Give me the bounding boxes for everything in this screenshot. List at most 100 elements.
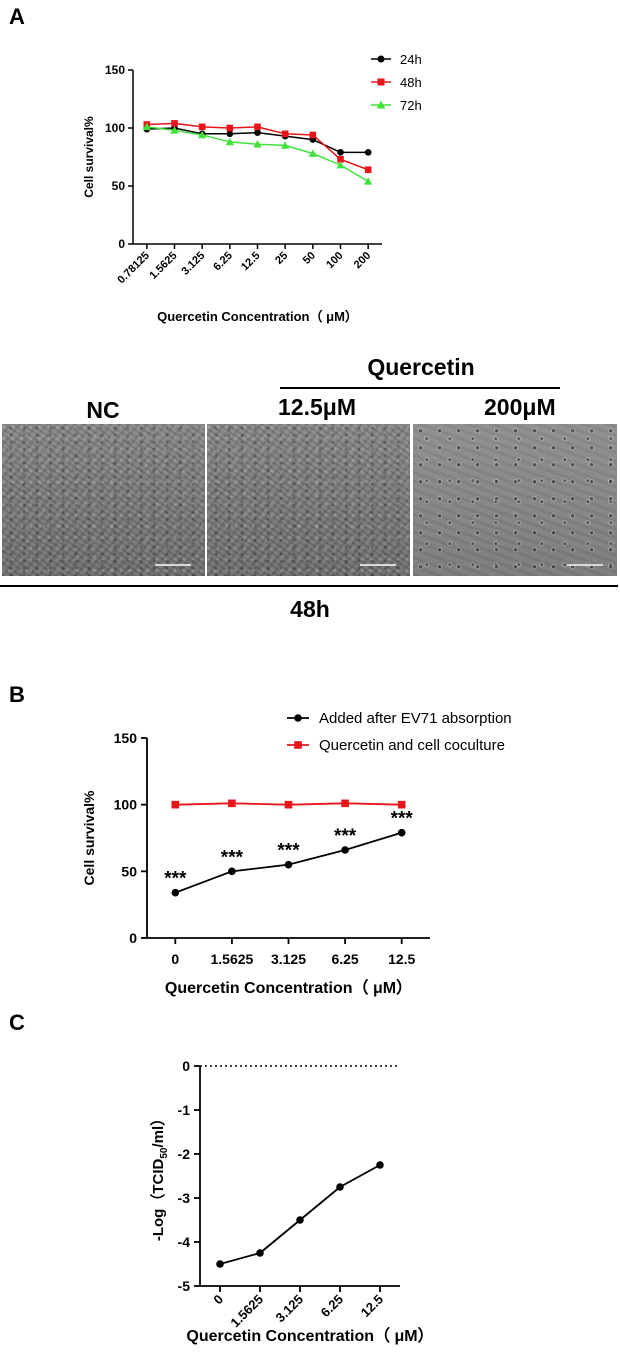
micrograph-200um: [413, 424, 617, 576]
time-label: 48h: [290, 596, 330, 622]
scale-bar: [360, 564, 396, 566]
significance-label: ***: [391, 809, 414, 830]
y-tick-label: 150: [105, 63, 125, 77]
significance-label: ***: [277, 841, 300, 862]
data-point: [308, 149, 317, 157]
series-line: [219, 1164, 381, 1265]
data-point: [397, 828, 406, 837]
data-point: [216, 1260, 224, 1268]
series-72h: [142, 122, 373, 185]
legend-item: 24h: [371, 52, 422, 67]
x-tick-label: 3.125: [179, 250, 207, 278]
y-axis-label: Cell survival%: [81, 790, 97, 885]
y-axis-label: -Log（TCID50/ml）: [149, 1111, 170, 1241]
x-tick-label: 1.5625: [147, 250, 179, 282]
x-tick-label: 50: [301, 250, 318, 267]
data-point: [364, 166, 372, 174]
data-point: [170, 126, 179, 134]
y-axis-label-tail: /ml）: [149, 1111, 167, 1148]
legend-item: Quercetin and cell coculture: [287, 737, 505, 754]
x-axis-label: Quercetin Concentration（ μM）: [157, 309, 358, 324]
y-axis-label-main: -Log（TCID: [149, 1159, 167, 1242]
data-point: [309, 131, 317, 139]
panel-letter-a: A: [9, 4, 25, 29]
x-tick-label: 3.125: [271, 951, 306, 967]
micrograph-nc: [2, 424, 205, 576]
x-tick-label: 100: [324, 250, 345, 271]
legend-item: 72h: [371, 98, 422, 113]
quercetin-header: Quercetin: [367, 354, 475, 380]
y-tick-label: 150: [114, 730, 138, 746]
y-tick-label: 100: [114, 797, 138, 813]
legend-label: 48h: [400, 75, 422, 90]
significance-label: ***: [221, 847, 244, 868]
data-point: [198, 123, 206, 131]
legend-label: Quercetin and cell coculture: [319, 737, 505, 754]
data-point: [198, 130, 207, 139]
y-tick-label: 50: [112, 179, 126, 193]
nc-label: NC: [86, 397, 120, 423]
data-point: [253, 140, 262, 148]
y-tick-label: 100: [105, 121, 125, 135]
y-tick-label: -2: [178, 1146, 191, 1162]
x-axis-label: Quercetin Concentration（ μM）: [186, 1327, 433, 1345]
chart-b: 0 50 100 150 0 1.5625 3.125 6.25 12.5 Cell surviv…: [81, 710, 512, 997]
data-point: [171, 888, 180, 897]
data-point: [377, 78, 385, 86]
series-Added after EV71 absorption: *** *** *** *** ***: [164, 809, 413, 897]
y-axis-label: Cell survival%: [82, 116, 96, 198]
x-tick-label: 0: [210, 1292, 226, 1308]
y-tick-label: -3: [178, 1190, 191, 1206]
data-point: [336, 1183, 344, 1191]
y-axis-label-subscript: 50: [159, 1147, 170, 1159]
data-point: [376, 100, 386, 109]
data-point: [254, 129, 261, 136]
x-tick-label: 0.78125: [115, 250, 152, 287]
legend-item: Added after EV71 absorption: [287, 710, 512, 727]
x-tick-label: 25: [273, 250, 290, 267]
y-tick-label: -4: [178, 1234, 191, 1250]
data-point: [171, 120, 178, 127]
data-point: [341, 799, 349, 808]
x-tick-label: 12.5: [388, 951, 415, 967]
data-point: [294, 714, 302, 722]
significance-label: ***: [164, 869, 187, 890]
data-point: [364, 149, 372, 156]
data-point: [337, 149, 344, 156]
data-point: [254, 123, 261, 131]
y-tick-label: -5: [178, 1278, 191, 1294]
x-tick-label: 1.5625: [227, 1292, 266, 1331]
data-point: [226, 124, 234, 132]
x-tick-label: 12.5: [358, 1292, 387, 1321]
chart-c: -5-4-3-2-100 1.5625 3.125 6.25 12.5-Log（TCID…: [149, 1058, 434, 1345]
x-tick-label: 12.5: [239, 250, 263, 274]
data-point: [281, 141, 290, 149]
y-tick-label: 0: [129, 930, 137, 946]
data-point: [228, 867, 236, 876]
x-tick-label: 6.25: [318, 1292, 347, 1321]
x-tick-label: 3.125: [273, 1292, 307, 1326]
y-tick-label: 0: [118, 237, 125, 251]
data-point: [281, 130, 289, 138]
legend-label: 24h: [400, 52, 422, 67]
scale-bar: [155, 564, 191, 566]
data-point: [337, 156, 344, 163]
panel-letter-c: C: [9, 1010, 25, 1035]
x-tick-label: 6.25: [211, 250, 235, 274]
data-point: [376, 1161, 384, 1169]
legend-item: 48h: [371, 75, 422, 90]
dose2-label: 200μM: [484, 394, 556, 420]
data-point: [296, 1216, 304, 1224]
micrograph-12-5um: [207, 424, 410, 576]
data-point: [256, 1249, 264, 1257]
data-point: [142, 122, 151, 131]
y-tick-label: 0: [182, 1058, 190, 1074]
data-point: [226, 130, 234, 138]
legend-label: Added after EV71 absorption: [319, 710, 512, 727]
scale-bar: [567, 564, 603, 566]
x-tick-label: 1.5625: [210, 951, 253, 967]
data-point: [228, 799, 236, 808]
data-point: [171, 800, 180, 809]
dose1-label: 12.5μM: [278, 394, 356, 420]
